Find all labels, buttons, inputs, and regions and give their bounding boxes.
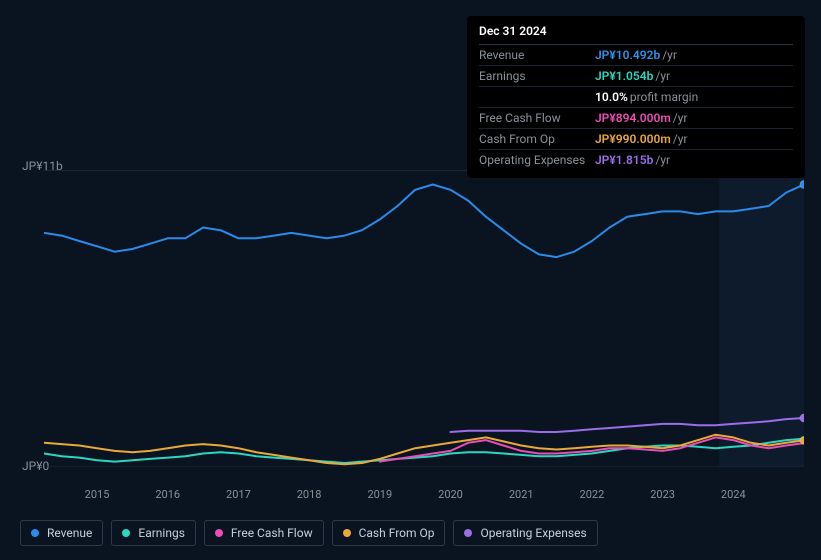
tooltip-row: 10.0% profit margin (479, 87, 793, 108)
chart: JP¥11b JP¥0 2015201620172018201920202021… (14, 156, 807, 496)
tooltip-date: Dec 31 2024 (479, 24, 793, 45)
series-line (44, 435, 804, 465)
tooltip-value: JP¥1.054b (595, 69, 653, 83)
legend-label: Cash From Op (359, 526, 435, 540)
tooltip-value: JP¥10.492b (595, 48, 660, 62)
x-axis-label: 2015 (85, 488, 110, 501)
legend-item[interactable]: Free Cash Flow (204, 520, 324, 546)
x-axis-label: 2018 (297, 488, 322, 501)
tooltip-label (479, 90, 595, 104)
series-end-marker (800, 436, 804, 444)
tooltip-label: Earnings (479, 69, 595, 83)
tooltip-value: JP¥894.000m (595, 111, 671, 125)
x-axis-label: 2020 (438, 488, 463, 501)
tooltip-suffix: /yr (673, 132, 688, 146)
chart-tooltip: Dec 31 2024 RevenueJP¥10.492b /yrEarning… (467, 16, 805, 178)
tooltip-label: Free Cash Flow (479, 111, 595, 125)
tooltip-suffix: /yr (662, 48, 677, 62)
legend-label: Revenue (47, 526, 92, 540)
x-axis-label: 2024 (721, 488, 746, 501)
tooltip-label: Cash From Op (479, 132, 595, 146)
series-end-marker (800, 180, 804, 188)
tooltip-value: JP¥990.000m (595, 132, 671, 146)
tooltip-row: Cash From OpJP¥990.000m /yr (479, 129, 793, 150)
x-axis-label: 2016 (155, 488, 180, 501)
legend-swatch (343, 529, 351, 537)
x-axis-label: 2023 (650, 488, 675, 501)
tooltip-suffix: profit margin (630, 90, 698, 104)
chart-plot[interactable] (44, 170, 804, 480)
legend-swatch (31, 529, 39, 537)
legend-swatch (464, 529, 472, 537)
tooltip-row: Free Cash FlowJP¥894.000m /yr (479, 108, 793, 129)
tooltip-row: RevenueJP¥10.492b /yr (479, 45, 793, 66)
legend-item[interactable]: Cash From Op (332, 520, 446, 546)
tooltip-suffix: /yr (673, 111, 688, 125)
legend-label: Earnings (138, 526, 185, 540)
tooltip-label: Revenue (479, 48, 595, 62)
legend-label: Free Cash Flow (231, 526, 313, 540)
y-axis-top-label: JP¥11b (22, 159, 40, 173)
legend-swatch (122, 529, 130, 537)
series-line (44, 185, 804, 258)
tooltip-row: Operating ExpensesJP¥1.815b /yr (479, 150, 793, 170)
y-axis-bottom-label: JP¥0 (22, 459, 40, 473)
x-axis-label: 2021 (509, 488, 534, 501)
legend-item[interactable]: Earnings (111, 520, 196, 546)
x-axis-label: 2017 (226, 488, 251, 501)
legend-label: Operating Expenses (480, 526, 586, 540)
legend-swatch (215, 529, 223, 537)
legend-item[interactable]: Revenue (20, 520, 103, 546)
tooltip-value: 10.0% (595, 90, 628, 104)
tooltip-label: Operating Expenses (479, 153, 595, 167)
x-axis-label: 2019 (367, 488, 392, 501)
x-axis: 2015 2016 2017 2018 2019 2020 2021 2022 2023 2024 (44, 488, 804, 504)
legend: Revenue Earnings Free Cash Flow Cash From O… (20, 520, 598, 546)
legend-item[interactable]: Operating Expenses (453, 520, 597, 546)
tooltip-suffix: /yr (655, 153, 670, 167)
tooltip-suffix: /yr (655, 69, 670, 83)
series-end-marker (800, 414, 804, 422)
tooltip-row: EarningsJP¥1.054b /yr (479, 66, 793, 87)
x-axis-label: 2022 (580, 488, 605, 501)
tooltip-value: JP¥1.815b (595, 153, 653, 167)
